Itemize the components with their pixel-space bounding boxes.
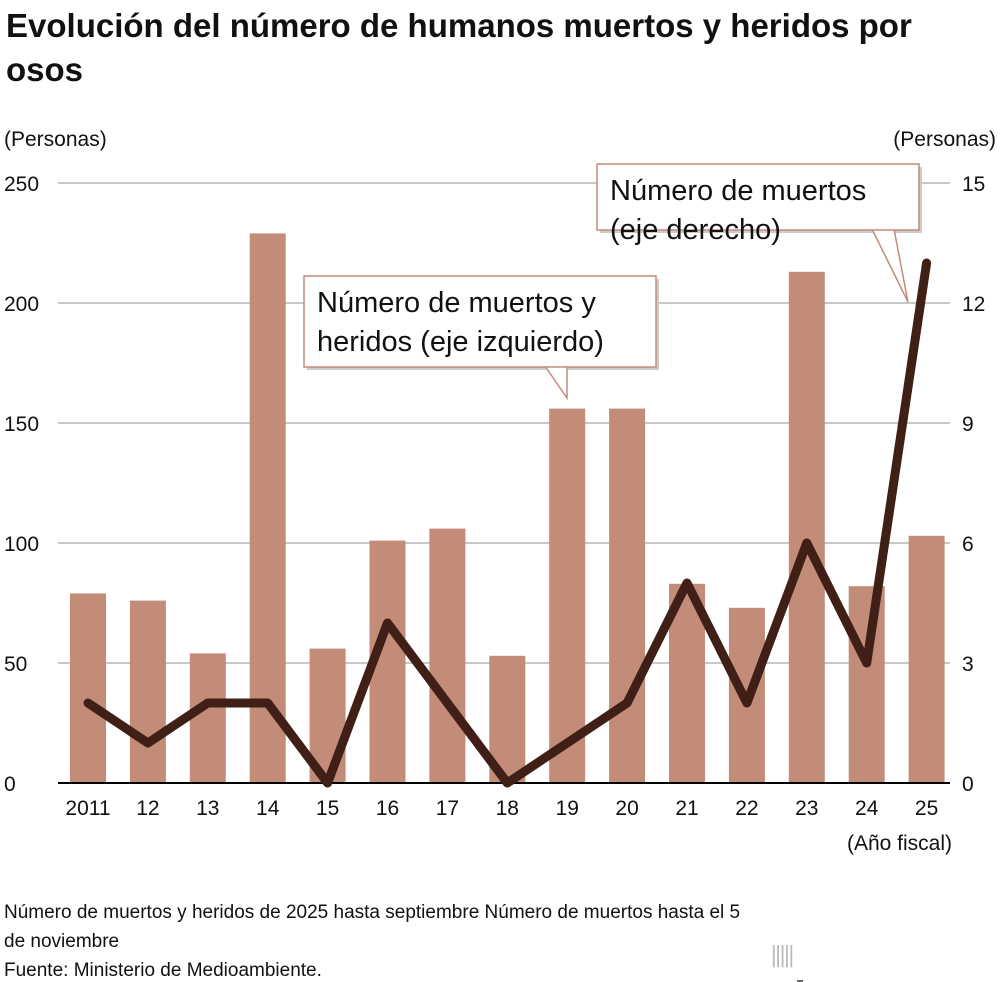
bar-callout-box (303, 275, 657, 368)
right-tick-label: 3 (962, 653, 974, 676)
right-axis-unit: (Personas) (893, 128, 996, 151)
logo-dot: . (902, 975, 913, 982)
bar (848, 586, 885, 783)
line-series (83, 258, 932, 788)
logo-waves-icon: ||||| (770, 943, 795, 968)
note-text: Número de muertos y heridos de 2025 hast… (4, 902, 741, 952)
right-tick-label: 0 (962, 773, 974, 796)
x-tick-label: 20 (615, 797, 638, 820)
left-tick-label: 250 (4, 173, 39, 196)
x-tick-label: 14 (256, 797, 280, 820)
left-tick-label: 200 (4, 293, 39, 316)
right-tick-label: 6 (962, 533, 974, 556)
x-tick-label: 17 (436, 797, 459, 820)
left-axis-unit: (Personas) (4, 128, 107, 151)
logo-name: nippon (770, 975, 902, 982)
bar (549, 408, 586, 783)
x-axis-unit: (Año fiscal) (847, 832, 952, 855)
right-tick-label: 9 (962, 413, 974, 436)
right-tick-label: 12 (962, 293, 985, 316)
chart-title: Evolución del número de humanos muertos … (6, 7, 912, 88)
x-tick-label: 23 (795, 797, 818, 820)
bar (189, 653, 226, 783)
line-callout-tail (871, 228, 909, 303)
chart-notes: Número de muertos y heridos de 2025 hast… (4, 898, 764, 982)
line-callout-text: (eje derecho) (610, 214, 781, 246)
x-tick-label: 18 (496, 797, 519, 820)
x-tick-label: 2011 (65, 797, 110, 820)
x-tick-label: 12 (136, 797, 159, 820)
bar (129, 600, 166, 783)
logo-suffix: com (913, 975, 986, 982)
left-tick-label: 50 (4, 653, 27, 676)
x-tick-label: 21 (675, 797, 698, 820)
bar-callout-text: heridos (eje izquierdo) (317, 326, 604, 358)
x-tick-label: 19 (556, 797, 579, 820)
bar-callout-tail (544, 365, 568, 401)
x-tick-label: 25 (915, 797, 938, 820)
bar (788, 271, 825, 783)
left-tick-label: 150 (4, 413, 39, 436)
bar-callout-text: Número de muertos y (317, 287, 596, 319)
x-tick-label: 22 (735, 797, 758, 820)
bar (609, 408, 646, 783)
left-tick-label: 0 (4, 773, 16, 796)
x-tick-label: 24 (855, 797, 879, 820)
bar (429, 528, 466, 783)
bar (908, 535, 945, 783)
line-callout-box (596, 163, 920, 231)
right-tick-label: 15 (962, 173, 985, 196)
x-tick-label: 16 (376, 797, 399, 820)
x-tick-label: 13 (196, 797, 219, 820)
bar (70, 593, 106, 783)
left-tick-label: 100 (4, 533, 39, 556)
source-text: Fuente: Ministerio de Medioambiente. (4, 960, 322, 981)
line-callout-text: Número de muertos (610, 175, 866, 207)
bar (249, 233, 286, 783)
nippon-logo: ||||| nippon.com (770, 935, 1000, 982)
x-tick-label: 15 (316, 797, 339, 820)
